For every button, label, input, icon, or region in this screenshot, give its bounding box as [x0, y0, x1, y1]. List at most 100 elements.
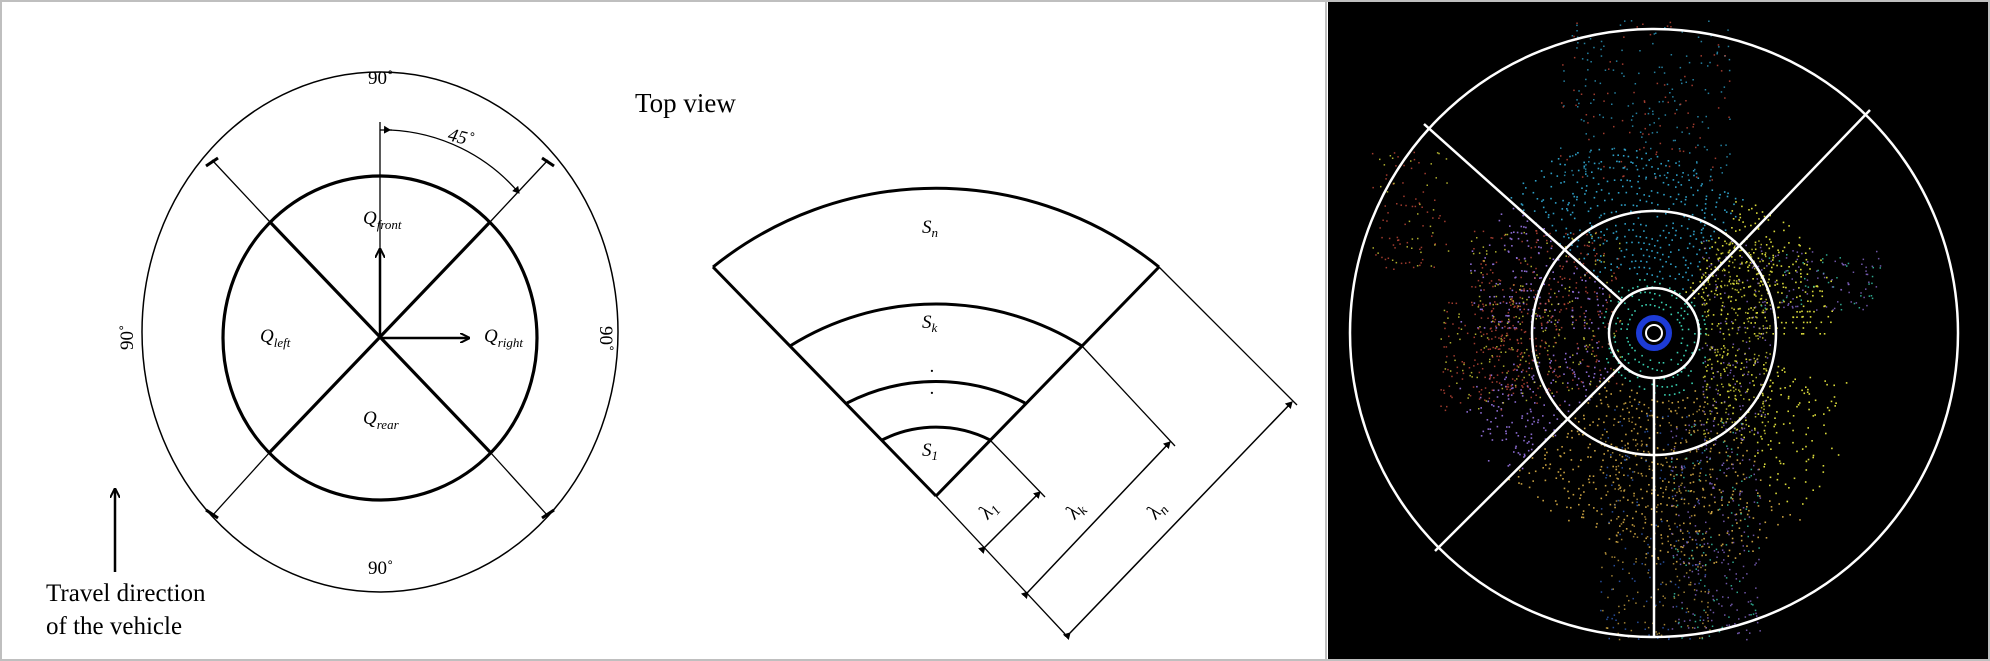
lidar-point [1667, 415, 1669, 417]
lidar-point [1626, 328, 1628, 330]
lidar-point [1646, 412, 1648, 415]
lidar-point [1545, 464, 1547, 466]
lidar-point [1712, 275, 1714, 277]
lidar-point [1562, 199, 1564, 202]
lidar-point [1379, 227, 1381, 229]
lidar-point [1726, 468, 1728, 470]
lidar-point [1616, 446, 1618, 449]
lidar-point [1728, 260, 1731, 263]
lidar-point [1506, 388, 1508, 390]
lidar-point [1721, 605, 1723, 607]
lidar-point [1593, 269, 1595, 272]
lidar-point [1604, 69, 1607, 71]
lidar-point [1875, 286, 1878, 288]
lidar-point [1678, 579, 1681, 582]
lidar-point [1752, 380, 1754, 382]
lidar-point [1498, 355, 1501, 358]
lidar-point [1783, 229, 1785, 232]
lidar-point [1694, 594, 1697, 596]
lidar-point [1473, 365, 1475, 367]
lidar-point [1684, 198, 1687, 201]
lidar-point [1688, 532, 1690, 534]
lidar-point [1720, 285, 1722, 287]
lidar-point [1710, 476, 1712, 478]
lidar-point [1765, 399, 1767, 402]
lidar-point [1744, 616, 1747, 618]
lidar-point [1467, 397, 1469, 399]
lidar-point [1847, 282, 1849, 284]
lidar-point [1512, 300, 1514, 302]
lidar-point [1769, 325, 1771, 327]
lidar-point [1717, 351, 1719, 353]
lidar-point [1677, 539, 1680, 542]
lidar-point [1676, 126, 1678, 129]
lidar-point [1492, 285, 1494, 288]
lidar-point [1710, 346, 1713, 348]
lidar-point [1722, 221, 1725, 224]
lidar-point [1514, 384, 1517, 387]
lidar-point [1759, 284, 1761, 287]
lidar-point [1576, 342, 1579, 345]
lidar-point [1701, 276, 1703, 278]
lidar-point [1502, 301, 1505, 303]
lidar-point [1552, 354, 1555, 357]
lidar-point [1584, 280, 1587, 282]
lidar-point [1727, 530, 1729, 532]
lidar-point [1557, 158, 1560, 160]
lidar-point [1705, 444, 1708, 447]
lidar-point [1699, 561, 1701, 563]
lidar-point [1710, 290, 1713, 293]
lidar-point [1587, 297, 1589, 300]
lidar-point [1789, 385, 1791, 387]
lidar-point [1832, 309, 1834, 311]
lidar-point [1693, 401, 1695, 404]
lidar-point [1536, 361, 1539, 364]
lidar-point [1700, 296, 1703, 298]
lidar-point [1727, 413, 1730, 416]
lidar-point [1728, 265, 1730, 267]
lidar-point [1684, 264, 1687, 266]
lidar-point [1618, 638, 1621, 641]
lidar-point [1705, 479, 1707, 482]
lidar-point [1643, 100, 1646, 102]
lidar-point [1675, 426, 1678, 428]
lidar-point [1662, 464, 1664, 467]
lidar-point [1495, 261, 1498, 264]
lidar-point [1629, 318, 1631, 321]
lidar-point [1658, 361, 1660, 364]
lidar-point [1660, 503, 1662, 505]
lidar-point [1672, 466, 1674, 469]
lidar-point [1545, 309, 1547, 311]
lidar-point [1683, 575, 1686, 578]
overlay-spoke-nw [1423, 123, 1623, 302]
lidar-point [1703, 537, 1705, 540]
lidar-point [1879, 265, 1882, 267]
lidar-point [1735, 354, 1737, 357]
lidar-point [1662, 480, 1664, 482]
lidar-point [1699, 480, 1702, 482]
lidar-point [1613, 614, 1616, 616]
lidar-point [1571, 369, 1574, 371]
lidar-point [1740, 539, 1743, 542]
lidar-point [1720, 417, 1723, 420]
lidar-point [1480, 412, 1482, 414]
lidar-point [1721, 418, 1723, 421]
lidar-point [1637, 241, 1640, 244]
lidar-point [1648, 107, 1651, 110]
lidar-point [1578, 433, 1580, 436]
lidar-point [1635, 558, 1637, 560]
lidar-point [1694, 333, 1696, 335]
lidar-point [1769, 304, 1771, 306]
lidar-point [1623, 518, 1626, 521]
lidar-point [1796, 271, 1798, 273]
lidar-point [1668, 422, 1670, 424]
lidar-point [1634, 580, 1636, 582]
lidar-point [1626, 407, 1629, 409]
lidar-point [1645, 152, 1647, 155]
lidar-point [1712, 487, 1714, 489]
lidar-point [1673, 482, 1675, 484]
lidar-point [1522, 209, 1525, 211]
lidar-point [1732, 282, 1735, 285]
lidar-point [1619, 321, 1621, 323]
lidar-point [1611, 575, 1613, 577]
